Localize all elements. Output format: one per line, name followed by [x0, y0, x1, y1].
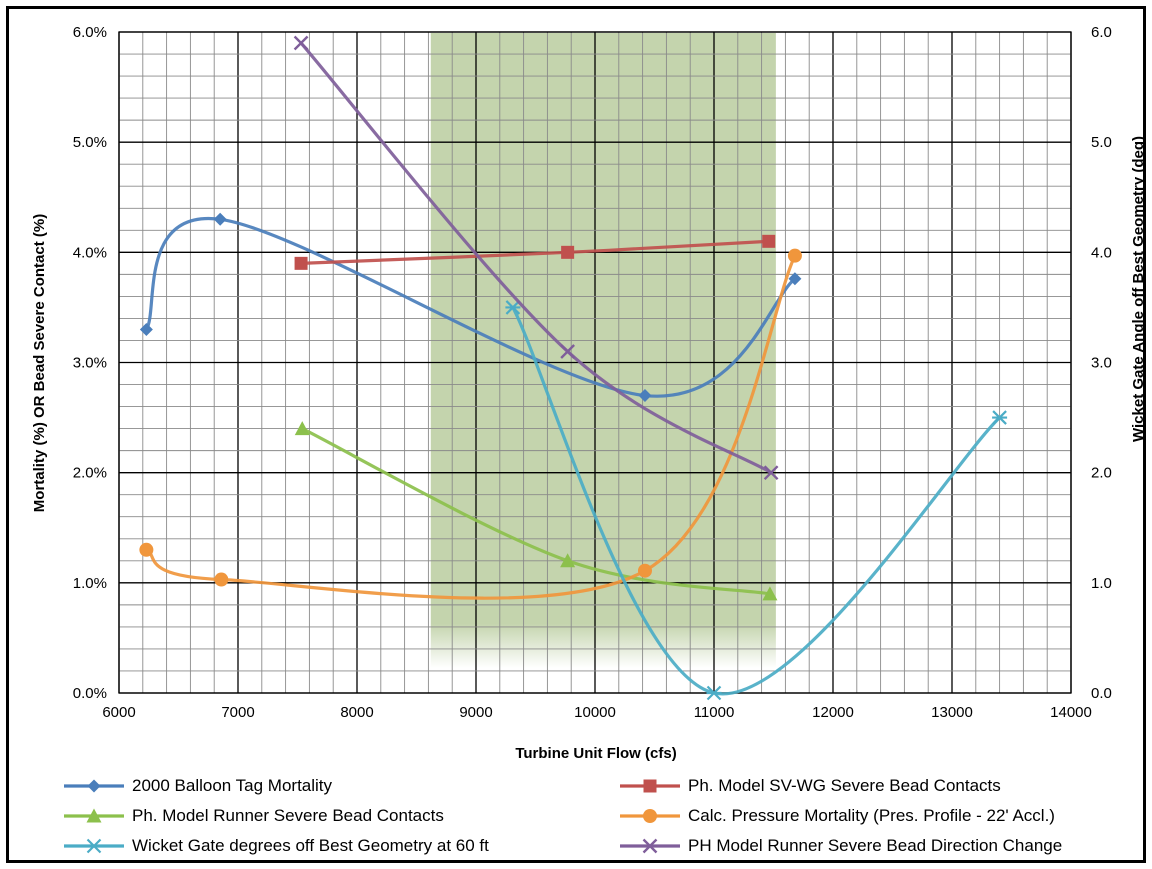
tick-labels: 6000 7000 8000 9000 10000 11000 12000 13000 1400…: [73, 24, 1112, 721]
data-point: [505, 300, 521, 315]
y-tick-label: 2.0%: [73, 465, 107, 482]
data-point: [213, 212, 227, 226]
data-point: [638, 389, 652, 403]
x-tick-label: 9000: [459, 704, 492, 721]
legend-swatch: [64, 838, 124, 854]
legend: 2000 Balloon Tag Mortality Ph. Model Runn…: [62, 771, 1142, 861]
y-tick-label: 1.0%: [73, 575, 107, 592]
legend-swatch: [64, 779, 124, 793]
series-line-6: [299, 41, 773, 475]
legend-item: Wicket Gate degrees off Best Geometry at…: [62, 831, 489, 861]
grid: [118, 31, 1072, 694]
shaded-band: [430, 33, 776, 668]
legend-swatch-marker: [87, 779, 101, 793]
y-axis-title: Mortality (%) OR Bead Severe Contact (%): [31, 214, 48, 512]
y2-tick-label: 2.0: [1091, 465, 1112, 482]
y2-tick-label: 5.0: [1091, 134, 1112, 151]
series-6: [293, 35, 779, 481]
legend-item: 2000 Balloon Tag Mortality: [62, 771, 332, 801]
y-tick-label: 6.0%: [73, 24, 107, 41]
y-tick-label: 0.0%: [73, 685, 107, 702]
legend-label: Ph. Model SV-WG Severe Bead Contacts: [688, 776, 1001, 795]
x-tick-label: 12000: [812, 704, 854, 721]
series-3: [294, 421, 778, 601]
legend-label: 2000 Balloon Tag Mortality: [132, 776, 333, 795]
legend-label: Wicket Gate degrees off Best Geometry at…: [132, 836, 489, 855]
data-point: [139, 542, 154, 557]
shaded-region: [430, 33, 776, 668]
series-2: [294, 234, 776, 270]
x-tick-label: 11000: [694, 704, 735, 721]
data-point: [637, 563, 652, 578]
data-point: [787, 248, 802, 263]
legend-item: Calc. Pressure Mortality (Pres. Profile …: [618, 801, 1055, 831]
series-line-4: [144, 254, 797, 600]
data-point: [139, 322, 153, 336]
x-tick-label: 14000: [1050, 704, 1092, 721]
legend-swatch-marker: [86, 838, 102, 854]
series-5: [505, 300, 1008, 701]
legend-swatch: [620, 838, 680, 854]
plot-area-border: [118, 31, 1072, 694]
y-tick-label: 5.0%: [73, 134, 107, 151]
y-tick-label: 4.0%: [73, 244, 107, 261]
data-point: [560, 553, 576, 568]
data-point: [762, 234, 776, 248]
y2-tick-label: 6.0: [1091, 24, 1112, 41]
data-point: [788, 272, 802, 286]
data-point: [763, 465, 779, 481]
legend-swatch-marker: [86, 808, 102, 823]
legend-label: PH Model Runner Severe Bead Direction Ch…: [688, 836, 1063, 855]
y2-tick-label: 1.0: [1091, 575, 1112, 592]
legend-label: Ph. Model Runner Severe Bead Contacts: [132, 806, 444, 825]
legend-label: Calc. Pressure Mortality (Pres. Profile …: [688, 806, 1055, 825]
data-point: [706, 685, 722, 701]
data-point: [762, 586, 778, 601]
legend-item: Ph. Model Runner Severe Bead Contacts: [62, 801, 444, 831]
legend-swatch-marker: [643, 779, 657, 793]
legend-swatch-marker: [642, 838, 658, 854]
series-line-1: [144, 216, 797, 398]
legend-swatch: [620, 779, 680, 793]
x-tick-label: 6000: [102, 704, 135, 721]
legend-swatch-marker: [643, 809, 657, 823]
x-tick-label: 8000: [340, 704, 373, 721]
y2-tick-label: 0.0: [1091, 685, 1112, 702]
legend-item: PH Model Runner Severe Bead Direction Ch…: [618, 831, 1062, 861]
x-tick-label: 7000: [221, 704, 254, 721]
data-point: [560, 344, 575, 359]
legend-swatch: [620, 809, 680, 823]
legend-swatch: [64, 808, 124, 823]
data-point: [293, 35, 309, 51]
data-point: [214, 572, 229, 587]
series-4: [139, 248, 802, 600]
data-point: [294, 421, 310, 436]
data-point: [992, 410, 1008, 425]
y-tick-label: 3.0%: [73, 355, 107, 372]
x-tick-label: 10000: [574, 704, 616, 721]
data-point: [561, 245, 575, 259]
x-tick-label: 13000: [931, 704, 973, 721]
data-point: [294, 256, 308, 270]
series-layer: [139, 35, 1008, 701]
series-line-3: [300, 427, 772, 596]
y2-tick-label: 3.0: [1091, 355, 1112, 372]
legend-item: Ph. Model SV-WG Severe Bead Contacts: [618, 771, 1001, 801]
series-1: [139, 212, 802, 403]
x-axis-title: Turbine Unit Flow (cfs): [515, 745, 676, 762]
y2-axis-title: Wicket Gate Angle off Best Geometry (deg…: [1130, 136, 1147, 442]
y2-tick-label: 4.0: [1091, 244, 1112, 261]
